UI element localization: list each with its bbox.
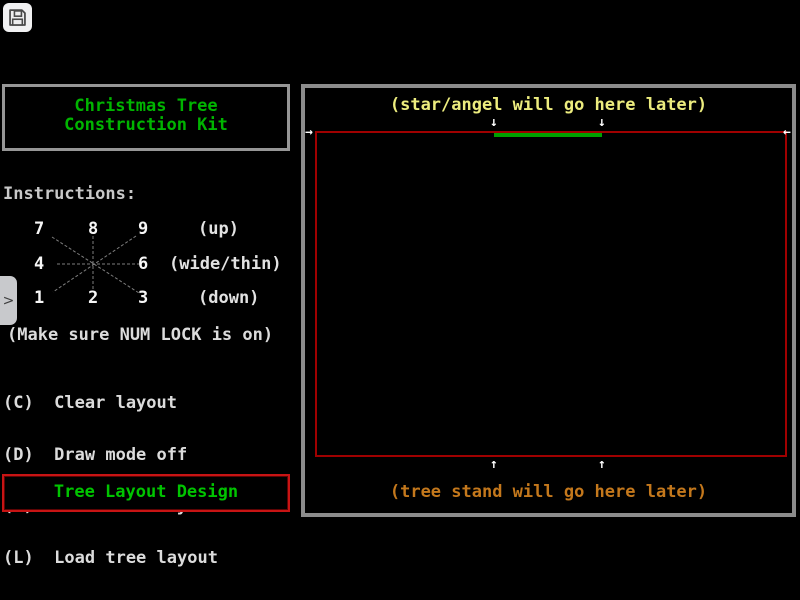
floppy-disk-icon — [7, 7, 28, 28]
save-button[interactable] — [3, 3, 32, 32]
numpad-key-6: 6 — [138, 254, 149, 274]
mode-box: Tree Layout Design — [2, 474, 290, 512]
numpad-label-wide-thin: (wide/thin) — [169, 254, 282, 274]
canvas-caption-top: (star/angel will go here later) — [389, 95, 708, 115]
chevron-right-icon: > — [2, 292, 15, 309]
arrow-up-icon: ↑ — [490, 457, 498, 472]
numpad-key-3: 3 — [138, 288, 149, 308]
mode-box-label: Tree Layout Design — [53, 482, 239, 502]
numpad-label-down: (down) — [198, 288, 260, 308]
numpad-key-2: 2 — [88, 288, 99, 308]
arrow-left-icon: ← — [783, 125, 791, 140]
arrow-down-icon: ↓ — [598, 115, 606, 130]
numpad-key-4: 4 — [34, 254, 45, 274]
numlock-note: (Make sure NUM LOCK is on) — [7, 325, 274, 345]
sidebar-expand-tab[interactable]: > — [0, 276, 17, 325]
title-line-1: Christmas Tree — [74, 96, 218, 116]
numpad-key-7: 7 — [34, 219, 45, 239]
numpad-key-9: 9 — [138, 219, 149, 239]
numpad-label-up: (up) — [198, 219, 239, 239]
command-draw-mode: (D) Draw mode off — [3, 444, 188, 465]
arrow-up-icon: ↑ — [598, 457, 606, 472]
title-line-2: Construction Kit — [64, 115, 228, 135]
command-load: (L) Load tree layout — [3, 547, 218, 568]
canvas-panel: (star/angel will go here later) ↓ ↓ → ← … — [301, 84, 796, 517]
arrow-down-icon: ↓ — [490, 115, 498, 130]
tree-drawing-canvas — [315, 131, 787, 457]
tree-top-segment — [494, 133, 602, 137]
title-box: Christmas Tree Construction Kit — [2, 84, 290, 151]
numpad-key-8: 8 — [88, 219, 99, 239]
numpad-key-1: 1 — [34, 288, 45, 308]
numpad-diagram-lines — [51, 235, 140, 294]
command-clear: (C) Clear layout — [3, 393, 177, 413]
arrow-right-icon: → — [305, 125, 313, 140]
instructions-label: Instructions: — [3, 184, 137, 204]
canvas-caption-bottom: (tree stand will go here later) — [389, 482, 708, 502]
